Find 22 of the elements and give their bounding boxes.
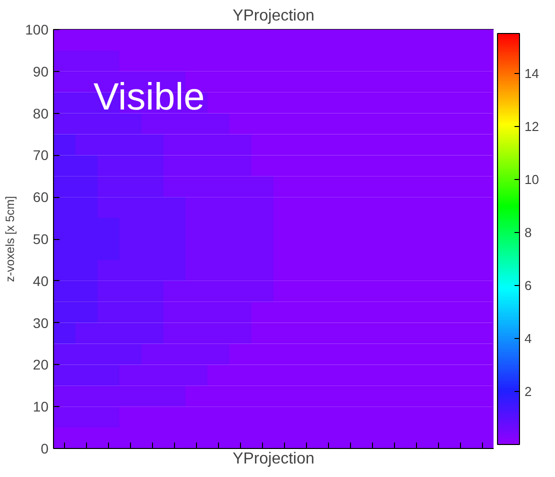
y-tick-label: 70 [32,147,49,164]
y-tick-label: 100 [25,22,49,38]
y-tick-label: 40 [32,272,49,289]
y-tick-label: 20 [32,356,49,373]
y-tick-label: 90 [32,63,49,80]
color-bar-label: 14 [524,66,539,81]
annotation: Visible [94,76,205,118]
y-tick-label: 30 [32,314,49,331]
color-bar-label: 4 [524,330,532,346]
color-bar-label: 12 [524,118,539,134]
color-bar-label: 6 [524,278,532,293]
color-bar-label: 8 [524,224,532,240]
x-axis-title: YProjection [232,450,314,468]
y-axis-title: z-voxels [x 5cm] [3,196,18,282]
color-bar-label: 2 [524,384,532,399]
chart-title: YProjection [232,8,314,24]
y-tick-label: 10 [32,398,49,415]
y-tick-label: 60 [32,189,49,206]
y-tick-label: 80 [32,105,49,122]
y-tick-label: 0 [40,440,49,456]
y-tick-label: 50 [32,231,49,247]
color-bar-label: 10 [524,172,539,187]
